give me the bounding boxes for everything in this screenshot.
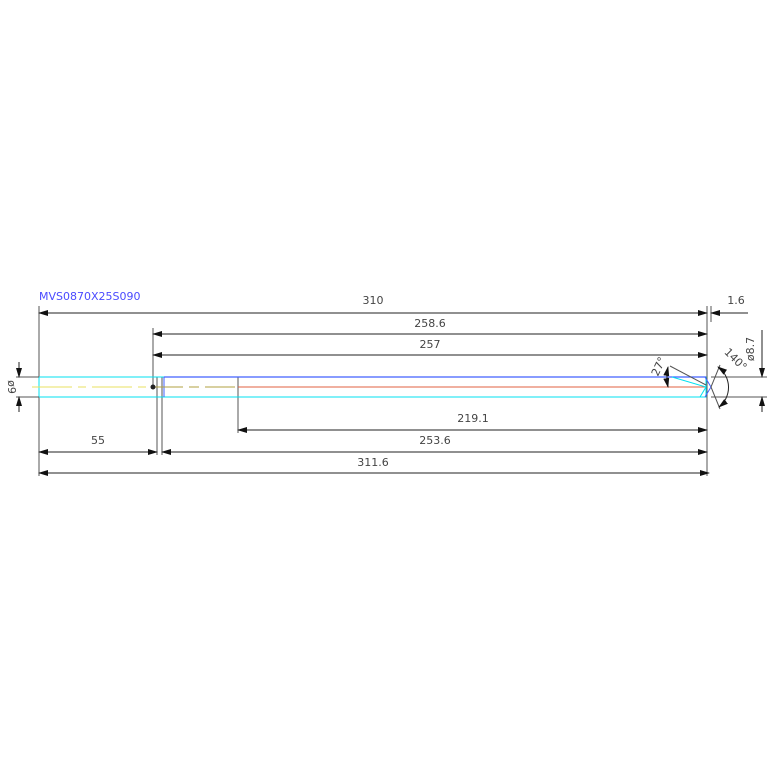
helix-angle: 27°: [649, 355, 669, 378]
tip-profile: [671, 376, 707, 398]
dim-dia-9: ø9: [5, 380, 18, 394]
helix-angle-arc: [663, 366, 670, 388]
dim-258.6: 258.6: [414, 317, 446, 330]
dim-dia-8.7: ø8.7: [744, 337, 757, 361]
dim-310: 310: [363, 294, 384, 307]
part-number-title: MVS0870X25S090: [39, 290, 141, 303]
dim-1.6: 1.6: [727, 294, 745, 307]
point-angle-ref-bottom: [710, 386, 721, 410]
point-angle-ref-top: [710, 364, 721, 388]
dim-257: 257: [420, 338, 441, 351]
dim-219.1: 219.1: [457, 412, 489, 425]
dim-311.6: 311.6: [357, 456, 389, 469]
dim-55: 55: [91, 434, 105, 447]
helix-angle-ref-line: [669, 365, 707, 386]
point-angle-arc: [717, 366, 730, 408]
dim-253.6: 253.6: [419, 434, 451, 447]
reference-point: [150, 384, 156, 390]
